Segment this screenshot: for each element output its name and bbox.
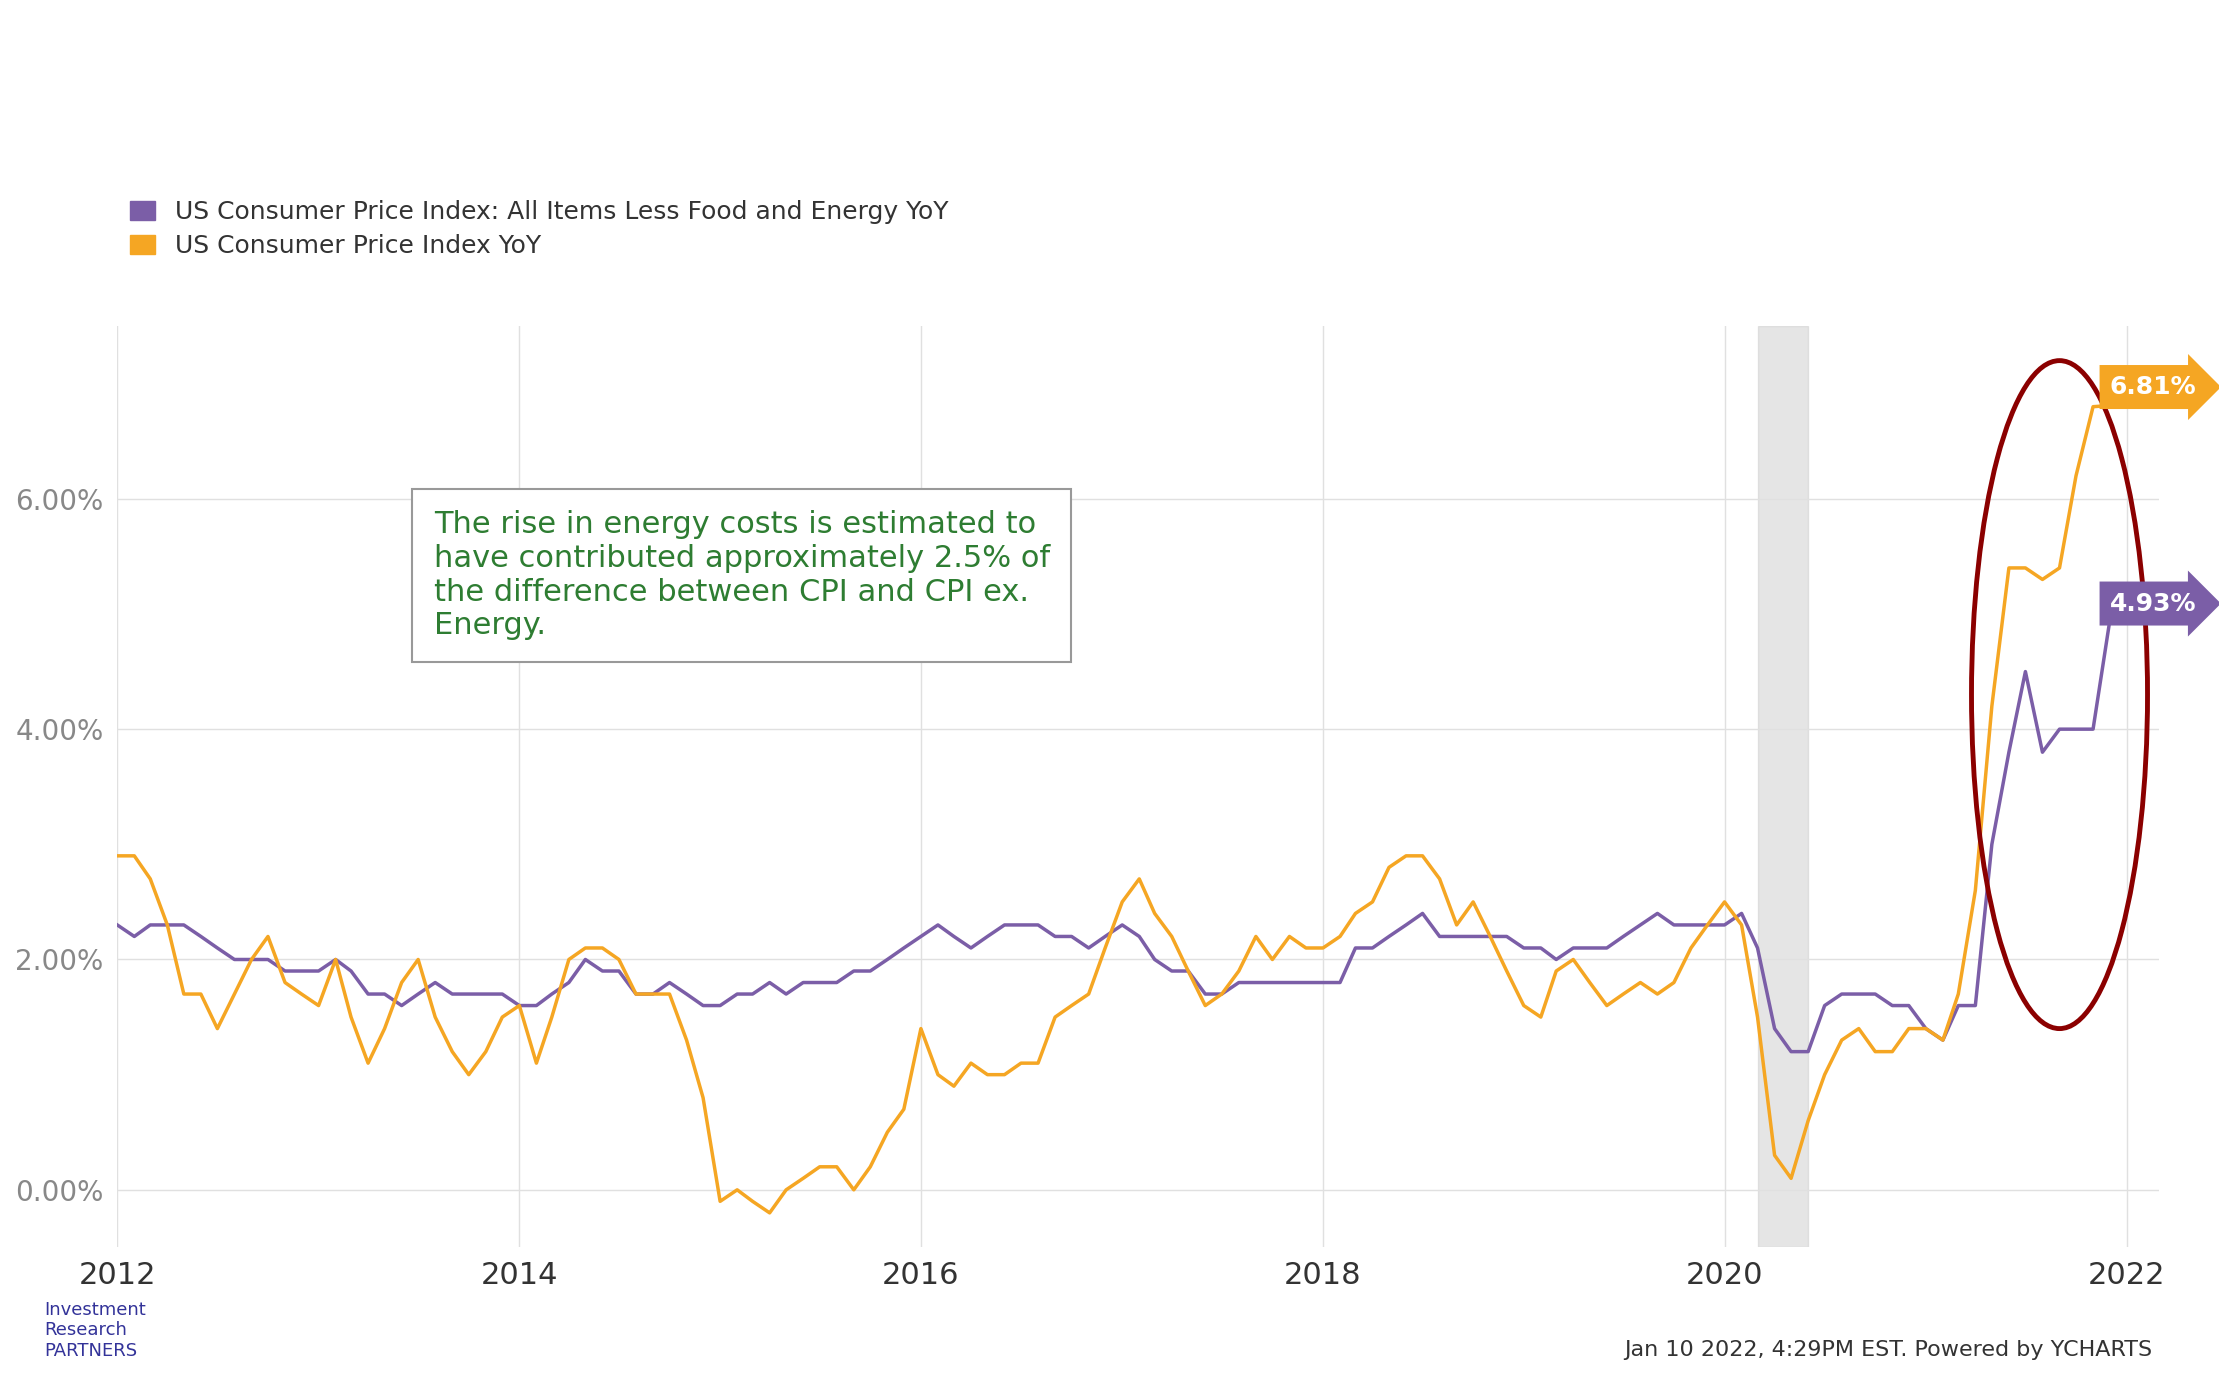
Text: The rise in energy costs is estimated to
have contributed approximately 2.5% of
: The rise in energy costs is estimated to… [433, 510, 1050, 640]
Text: Investment
Research
PARTNERS: Investment Research PARTNERS [44, 1301, 146, 1360]
Bar [1757, 326, 1808, 1248]
Text: Jan 10 2022, 4:29PM EST. Powered by YCHARTS: Jan 10 2022, 4:29PM EST. Powered by YCHA… [1624, 1340, 2152, 1360]
Text: 6.81%: 6.81% [2110, 375, 2197, 398]
Legend: US Consumer Price Index: All Items Less Food and Energy YoY, US Consumer Price I: US Consumer Price Index: All Items Less … [129, 201, 948, 258]
Text: 4.93%: 4.93% [2110, 592, 2197, 616]
